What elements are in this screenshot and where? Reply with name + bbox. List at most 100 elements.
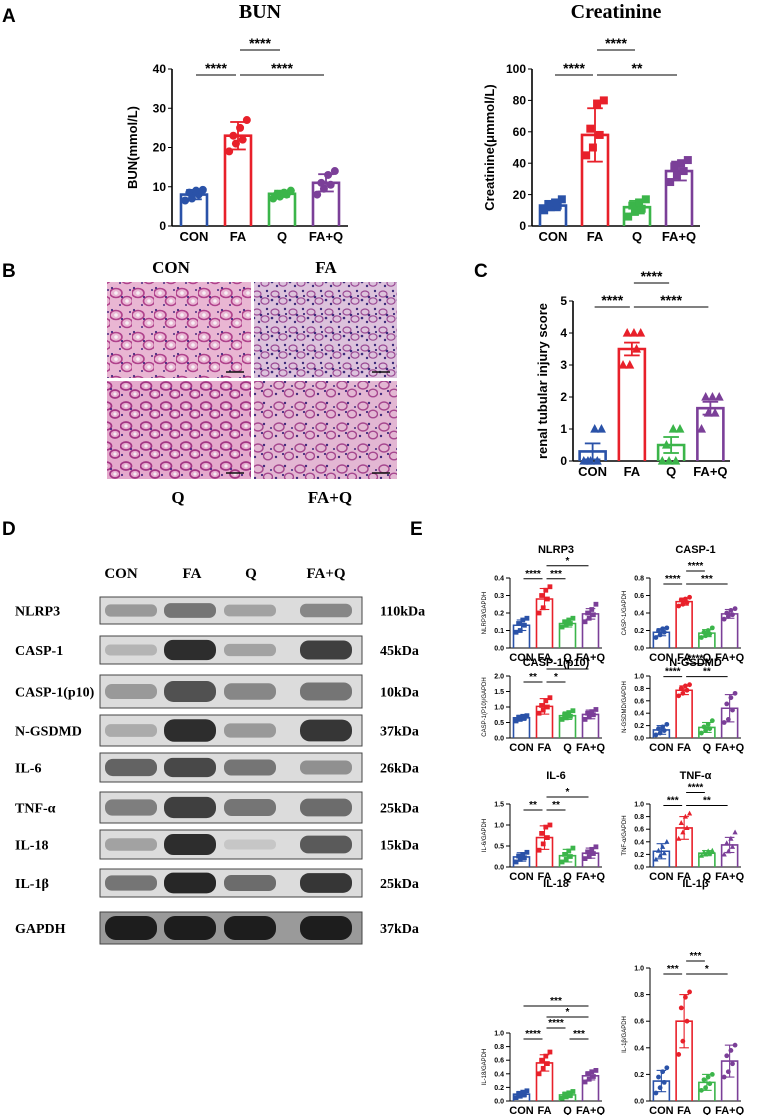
data-point — [286, 186, 295, 195]
y-axis-label: IL-6/GAPDH — [482, 819, 488, 852]
blot-band — [224, 875, 276, 891]
data-point — [701, 849, 707, 855]
panel-letter-e: E — [410, 519, 423, 540]
y-tick-label: 1.0 — [494, 822, 504, 829]
data-point — [567, 713, 573, 719]
data-point — [730, 612, 735, 618]
data-point — [657, 632, 663, 638]
data-point — [599, 96, 608, 105]
significance-label: **** — [688, 654, 704, 665]
data-point — [707, 1081, 713, 1087]
data-point — [185, 188, 194, 197]
blot-band — [164, 719, 216, 742]
data-point — [582, 151, 591, 160]
blot-band — [164, 603, 216, 618]
data-point — [273, 189, 282, 198]
data-point — [721, 720, 727, 725]
data-point — [724, 840, 730, 846]
data-point — [562, 712, 568, 718]
data-point — [680, 601, 686, 607]
y-tick-label: 0.0 — [494, 735, 504, 742]
data-point — [728, 835, 734, 841]
data-point — [513, 859, 519, 865]
y-tick-label: 2 — [560, 390, 567, 404]
y-tick-label: 0.4 — [494, 1071, 504, 1078]
data-point — [671, 456, 681, 465]
chart-injury: 0 1 2 3 4 5 renal tubular injury score CON FA Q FA… — [535, 268, 730, 479]
significance-label: **** — [660, 292, 682, 308]
data-point — [728, 607, 734, 613]
data-point — [678, 686, 684, 691]
data-point — [539, 1057, 545, 1063]
data-point — [590, 1074, 596, 1079]
y-tick-label: 0.2 — [634, 723, 644, 730]
data-point — [636, 328, 646, 337]
data-point — [661, 440, 671, 449]
y-tick-label: 0.6 — [634, 698, 644, 705]
blot-band — [105, 916, 157, 940]
y-axis-label: Creatinine(μmmol/L) — [482, 84, 497, 210]
data-point — [676, 693, 682, 699]
blot-band — [164, 916, 216, 940]
data-point — [582, 856, 588, 861]
blot-band — [105, 875, 157, 891]
data-point — [590, 851, 596, 856]
blot-protein-label: IL-1β — [15, 877, 49, 892]
data-point — [678, 597, 684, 603]
data-point — [703, 408, 713, 417]
x-tick-label: CON — [649, 742, 674, 754]
x-tick-label: FA — [624, 464, 641, 479]
x-tick-label: FA — [587, 229, 604, 244]
histology-label-fa: FA — [315, 258, 337, 277]
data-point — [586, 615, 592, 621]
data-point — [521, 1092, 527, 1098]
data-point — [724, 610, 730, 616]
data-point — [557, 195, 566, 204]
blot-lane-label: CON — [104, 566, 138, 582]
data-point — [660, 626, 666, 632]
data-point — [677, 159, 686, 168]
x-tick-label: Q — [703, 652, 712, 664]
data-point — [714, 392, 724, 401]
data-point — [657, 730, 663, 736]
data-point — [563, 622, 569, 628]
histology-image-faq — [254, 381, 397, 479]
x-tick-label: CON — [509, 652, 534, 664]
data-point — [678, 820, 684, 825]
data-point — [657, 1085, 663, 1091]
panel-letter-c: C — [474, 261, 488, 282]
data-point — [324, 170, 333, 179]
data-point — [181, 196, 190, 205]
significance-label: **** — [563, 60, 585, 76]
data-point — [559, 859, 565, 865]
data-point — [544, 835, 550, 840]
significance-label: **** — [605, 35, 627, 51]
blot-band — [300, 682, 352, 701]
data-point — [540, 707, 546, 713]
significance-label: * — [566, 556, 570, 567]
y-tick-label: 1.0 — [634, 965, 644, 972]
x-tick-label: CON — [649, 652, 674, 664]
data-point — [705, 848, 711, 854]
data-point — [672, 171, 681, 180]
y-axis-label: N-GSDMD/GAPDH — [622, 681, 628, 733]
data-point — [192, 186, 201, 195]
x-tick-label: Q — [563, 871, 572, 883]
significance-label: *** — [573, 1029, 585, 1040]
blot-band — [300, 835, 352, 854]
data-point — [592, 456, 602, 465]
data-point — [536, 710, 542, 716]
significance-label: ** — [552, 800, 560, 811]
blot-band — [105, 644, 157, 656]
data-point — [513, 629, 519, 635]
x-tick-label: FA — [230, 229, 247, 244]
x-tick-label: FA+Q — [309, 229, 343, 244]
data-point — [732, 829, 738, 835]
data-point — [701, 1077, 707, 1083]
significance-label: **** — [548, 1018, 564, 1029]
data-point — [516, 621, 522, 626]
data-point — [567, 1093, 573, 1098]
blot-band — [300, 640, 352, 660]
histology-image-q — [107, 381, 251, 479]
significance-label: * — [705, 964, 709, 975]
